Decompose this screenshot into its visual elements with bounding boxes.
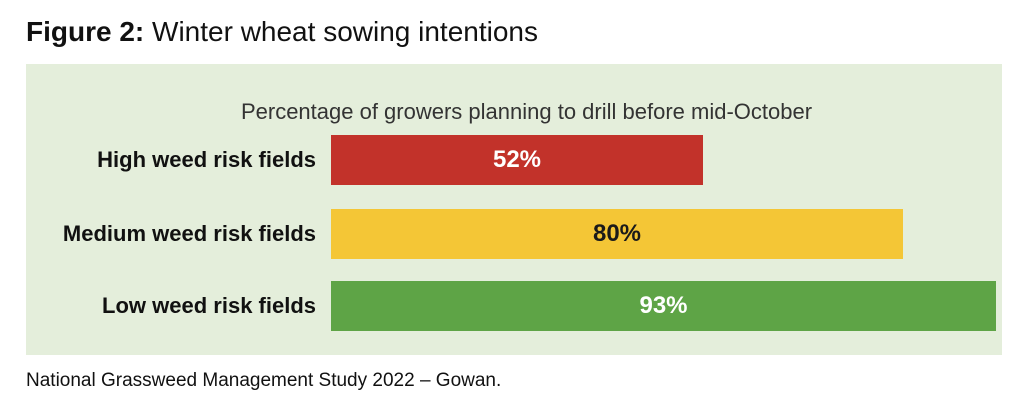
- figure-title: Figure 2: Winter wheat sowing intentions: [26, 14, 538, 50]
- figure-title-text: Winter wheat sowing intentions: [152, 16, 538, 47]
- bar: 80%: [331, 209, 903, 259]
- bar: 52%: [331, 135, 703, 185]
- bar-value-label: 93%: [639, 292, 688, 319]
- bar: 93%: [331, 281, 996, 331]
- bar-value-label: 52%: [492, 146, 542, 173]
- source-note: National Grassweed Management Study 2022…: [26, 370, 502, 391]
- chart-subtitle: Percentage of growers planning to drill …: [240, 99, 813, 124]
- category-label: High weed risk fields: [97, 147, 316, 172]
- bar-value-label: 80%: [592, 220, 642, 247]
- figure-number: Figure 2:: [26, 16, 145, 47]
- category-label: Low weed risk fields: [102, 293, 316, 318]
- category-label: Medium weed risk fields: [62, 221, 316, 246]
- chart-panel: Percentage of growers planning to drill …: [26, 64, 1002, 355]
